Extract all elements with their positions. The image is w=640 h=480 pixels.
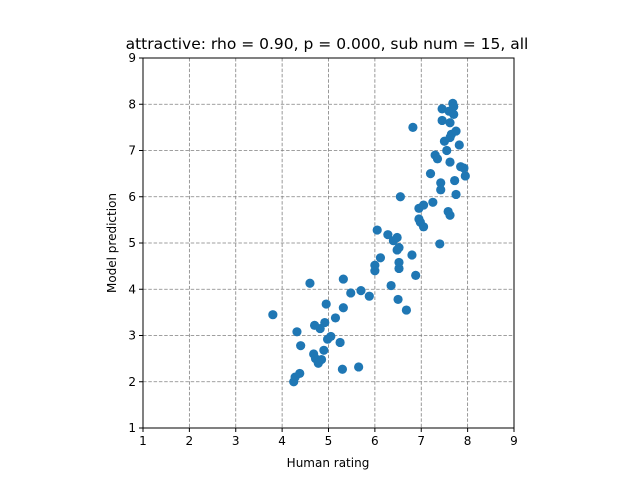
scatter-point [432,154,443,164]
scatter-point [295,368,305,379]
scatter-point [451,189,461,200]
scatter-point [449,109,459,120]
scatter-point [442,145,452,156]
x-tick-label: 2 [186,434,194,448]
scatter-point [450,175,460,186]
scatter-point [393,294,403,305]
scatter-point [383,230,393,240]
scatter-point [356,286,366,296]
scatter-point [337,364,348,374]
scatter-point [428,197,438,207]
scatter-point [370,260,380,270]
scatter-point [319,345,329,355]
x-tick-label: 4 [278,434,286,448]
scatter-point [411,270,421,280]
scatter-point [354,362,364,372]
scatter-point [451,126,461,136]
scatter-point [394,257,404,268]
scatter-point [386,280,396,291]
scatter-point [436,178,446,188]
y-tick-label: 8 [128,97,136,111]
scatter-point [326,331,336,342]
scatter-point [268,310,278,320]
scatter-point [338,274,348,284]
scatter-point [330,313,341,323]
scatter-point [449,101,459,112]
y-axis-label: Model prediction [105,193,119,293]
scatter-point [445,118,455,128]
scatter-point [372,225,382,235]
scatter-point [454,140,464,150]
y-tick-label: 4 [128,282,136,296]
chart-title: attractive: rho = 0.90, p = 0.000, sub n… [126,35,529,53]
x-tick-label: 3 [232,434,240,448]
y-tick-label: 2 [128,375,136,389]
scatter-point [292,327,302,337]
y-tick-label: 1 [128,421,136,435]
scatter-point [338,303,348,313]
scatter-point [425,169,436,179]
x-tick-label: 6 [371,434,379,448]
y-tick-label: 6 [128,190,136,204]
scatter-point [445,157,455,167]
axis-ticks: 1 2 3 4 5 6 7 8 9 1 2 3 4 5 6 7 8 9 [128,51,517,448]
x-tick-label: 9 [510,434,518,448]
scatter-point [305,278,315,288]
scatter-point [445,210,455,220]
scatter-point [394,243,404,253]
x-tick-label: 1 [139,434,147,448]
scatter-point [437,104,447,114]
scatter-point [320,317,330,328]
scatter-point [335,337,345,348]
scatter-point [418,200,429,210]
y-tick-label: 3 [128,329,136,343]
scatter-point [316,354,327,365]
scatter-point [296,341,306,351]
data-points [268,98,470,387]
x-tick-label: 7 [417,434,425,448]
scatter-point [346,288,356,298]
x-tick-label: 5 [325,434,333,448]
scatter-point [392,232,402,243]
scatter-point [435,239,445,249]
y-tick-label: 9 [128,51,136,65]
scatter-point [407,250,417,260]
scatter-point [401,305,412,315]
x-axis-label: Human rating [287,456,370,470]
x-tick-label: 8 [464,434,472,448]
scatter-point [395,192,405,202]
y-tick-label: 7 [128,144,136,158]
scatter-point [408,122,418,132]
y-tick-label: 5 [128,236,136,250]
scatter-point [436,185,446,195]
scatter-point [375,253,386,263]
scatter-point [460,171,470,181]
scatter-point [459,163,469,173]
scatter-point [437,115,447,126]
scatter-point [364,291,374,301]
scatter-point [418,222,429,232]
scatter-point [321,299,331,309]
